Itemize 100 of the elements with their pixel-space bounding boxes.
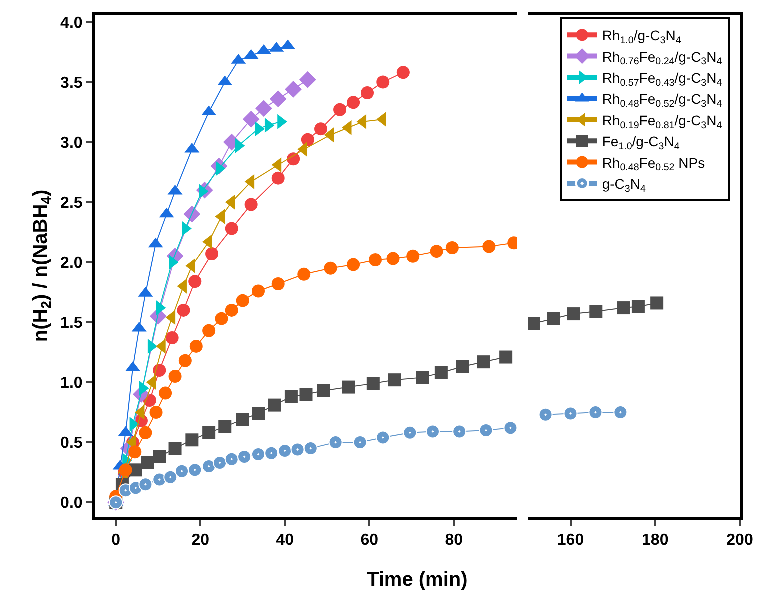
point xyxy=(430,245,444,258)
point xyxy=(314,122,328,136)
point xyxy=(500,350,513,364)
legend-label: Rh$_{0.48}$Fe$_{0.52}$ NPs xyxy=(602,154,706,174)
point xyxy=(452,424,467,439)
x-tick-label: 20 xyxy=(192,532,210,550)
x-axis-title: Time (min) xyxy=(367,569,468,591)
point xyxy=(446,241,459,254)
point xyxy=(324,262,338,275)
point xyxy=(287,152,300,166)
point xyxy=(342,380,355,394)
point xyxy=(567,308,580,321)
legend-label: Rh$_{0.57}$Fe$_{0.43}$/g-C$_{3}$N$_{4}$ xyxy=(602,70,723,89)
point xyxy=(376,76,390,89)
point xyxy=(299,71,316,88)
legend-label: Rh$_{0.48}$Fe$_{0.52}$/g-C$_{3}$N$_{4}$ xyxy=(602,91,723,110)
point xyxy=(168,442,182,456)
point xyxy=(244,198,258,212)
point xyxy=(153,450,166,464)
point xyxy=(547,312,560,326)
point xyxy=(632,300,645,314)
point xyxy=(290,442,305,457)
point xyxy=(166,332,179,345)
point xyxy=(366,377,380,390)
point xyxy=(388,374,402,387)
y-tick-label: 2.0 xyxy=(60,255,83,272)
point xyxy=(617,302,630,315)
point xyxy=(264,446,279,460)
point xyxy=(406,250,420,263)
point xyxy=(614,406,628,420)
x-tick-label: 60 xyxy=(360,532,379,550)
point xyxy=(538,408,553,422)
point xyxy=(300,388,313,401)
point xyxy=(334,103,347,116)
point xyxy=(353,436,368,450)
point xyxy=(175,464,190,478)
point xyxy=(128,446,142,459)
point xyxy=(159,386,172,400)
point xyxy=(138,478,153,492)
point xyxy=(225,222,238,236)
point xyxy=(278,444,292,458)
point xyxy=(328,436,343,450)
point xyxy=(202,324,216,338)
point xyxy=(270,90,287,108)
point xyxy=(213,456,228,470)
point xyxy=(403,426,418,440)
point xyxy=(177,304,190,317)
point xyxy=(202,426,216,440)
x-tick-label: 0 xyxy=(112,532,121,550)
legend-label: g-C$_{3}$N$_{4}$ xyxy=(602,176,646,195)
point xyxy=(188,463,202,478)
point xyxy=(369,254,382,266)
y-tick-label: 0.0 xyxy=(60,495,83,512)
point xyxy=(590,305,603,318)
point xyxy=(284,390,298,404)
point xyxy=(168,370,182,383)
legend-label: Fe$_{1.0}$/g-C$_{3}$N$_{4}$ xyxy=(602,134,680,153)
point xyxy=(252,448,266,462)
point xyxy=(588,406,603,420)
point xyxy=(479,424,494,438)
point xyxy=(268,398,282,412)
legend-label: Rh$_{1.0}$/g-C$_{3}$N$_{4}$ xyxy=(602,28,682,47)
point xyxy=(396,66,410,80)
y-tick-label: 0.5 xyxy=(60,435,83,452)
point xyxy=(119,464,132,477)
x-tick-label: 160 xyxy=(557,532,584,550)
point xyxy=(301,133,314,146)
point xyxy=(272,278,285,291)
point xyxy=(347,96,360,110)
point xyxy=(178,354,192,368)
point xyxy=(252,284,265,298)
point xyxy=(218,420,232,434)
point xyxy=(434,366,448,380)
y-tick-label: 1.5 xyxy=(60,315,83,332)
point xyxy=(298,268,311,281)
x-tick-label: 40 xyxy=(276,532,294,550)
y-tick-label: 4.0 xyxy=(60,14,83,32)
point xyxy=(186,434,199,447)
point xyxy=(416,371,430,384)
point xyxy=(141,456,154,470)
point xyxy=(190,340,203,353)
point xyxy=(256,100,272,118)
point xyxy=(285,81,302,98)
point xyxy=(477,356,490,369)
point xyxy=(528,317,540,330)
point xyxy=(150,406,163,420)
point xyxy=(317,384,330,398)
point xyxy=(206,247,219,260)
point xyxy=(225,304,238,317)
y-tick-label: 3.5 xyxy=(60,74,83,92)
point xyxy=(482,240,496,254)
point xyxy=(224,452,239,466)
point xyxy=(215,312,228,326)
point xyxy=(456,360,470,374)
point xyxy=(236,413,250,426)
point xyxy=(153,364,166,377)
point xyxy=(564,406,578,421)
point xyxy=(304,442,318,456)
point xyxy=(242,111,260,128)
point xyxy=(376,430,390,445)
